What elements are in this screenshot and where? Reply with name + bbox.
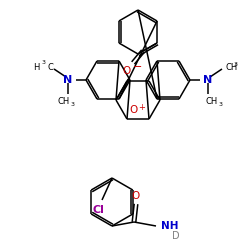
- Text: N: N: [204, 75, 212, 85]
- Text: CH: CH: [206, 98, 218, 106]
- Text: 3: 3: [71, 102, 75, 108]
- Text: O: O: [132, 191, 140, 201]
- Text: H: H: [34, 62, 40, 72]
- Text: 3: 3: [234, 62, 238, 66]
- Text: O: O: [123, 66, 131, 76]
- Text: −: −: [132, 62, 142, 72]
- Text: 3: 3: [42, 60, 46, 66]
- Text: N: N: [64, 75, 72, 85]
- Text: NH: NH: [161, 221, 178, 231]
- Text: Cl: Cl: [92, 205, 104, 215]
- Text: CH: CH: [58, 98, 70, 106]
- Text: C: C: [48, 62, 54, 72]
- Text: O: O: [130, 105, 138, 115]
- Text: D: D: [172, 231, 180, 241]
- Text: CH: CH: [226, 62, 238, 72]
- Text: +: +: [138, 102, 145, 112]
- Text: 3: 3: [219, 102, 223, 108]
